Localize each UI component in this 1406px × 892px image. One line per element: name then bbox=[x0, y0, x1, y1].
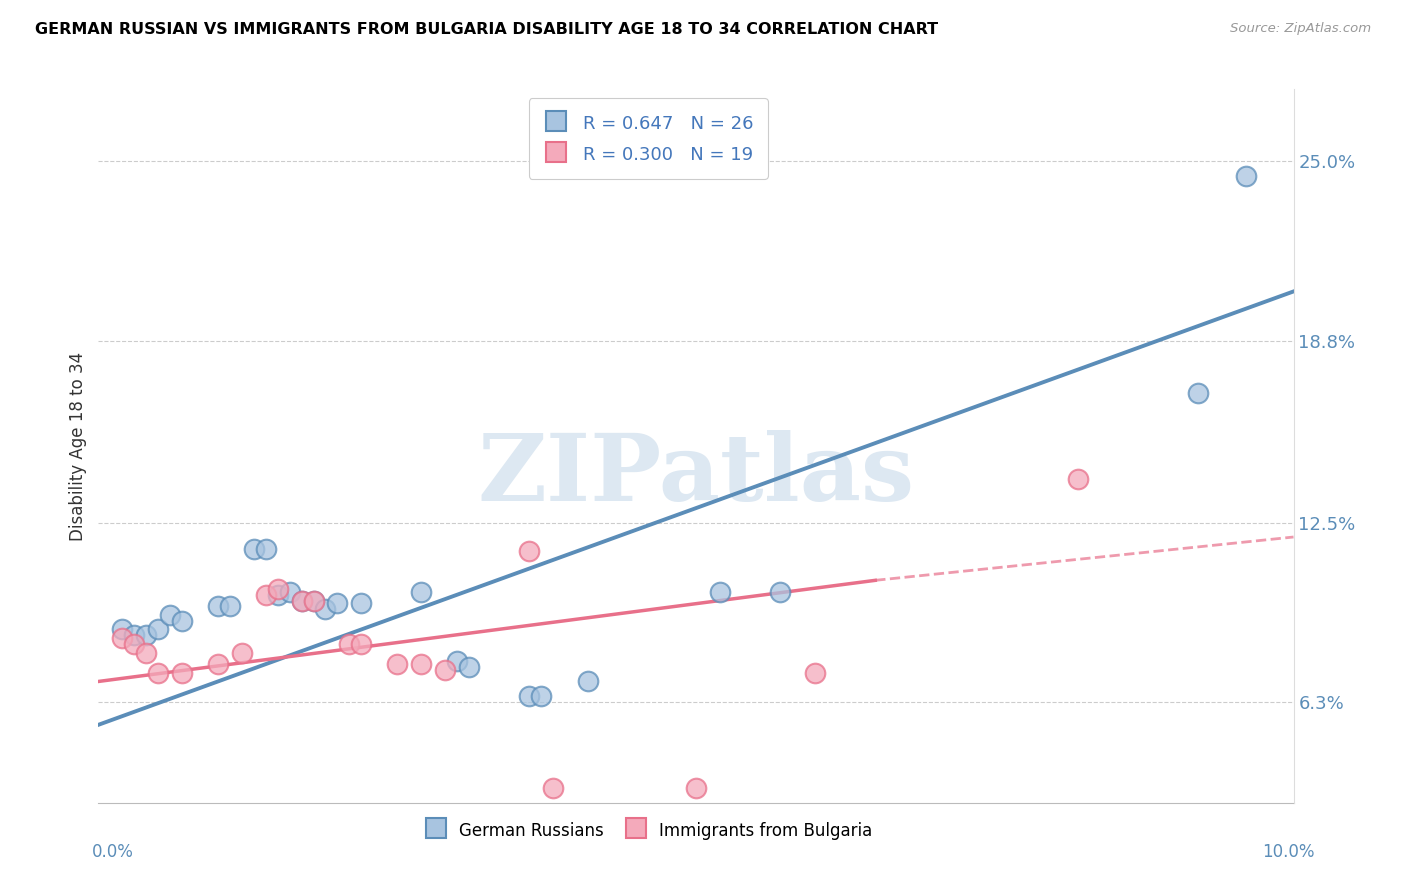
Point bbox=[350, 597, 373, 611]
Text: 10.0%: 10.0% bbox=[1263, 843, 1315, 861]
Point bbox=[517, 689, 540, 703]
Point bbox=[458, 660, 481, 674]
Point bbox=[302, 593, 325, 607]
Point bbox=[219, 599, 242, 614]
Point bbox=[350, 637, 373, 651]
Point bbox=[411, 585, 433, 599]
Point bbox=[578, 674, 600, 689]
Point bbox=[172, 665, 194, 680]
Point bbox=[135, 646, 157, 660]
Point bbox=[207, 657, 229, 672]
Point bbox=[530, 689, 553, 703]
Point bbox=[1187, 385, 1209, 400]
Point bbox=[267, 582, 290, 596]
Point bbox=[111, 623, 134, 637]
Point bbox=[1067, 472, 1090, 486]
Point bbox=[709, 585, 731, 599]
Point bbox=[1234, 169, 1257, 183]
Point bbox=[326, 597, 349, 611]
Point bbox=[517, 544, 540, 558]
Legend: German Russians, Immigrants from Bulgaria: German Russians, Immigrants from Bulgari… bbox=[416, 812, 880, 848]
Point bbox=[172, 614, 194, 628]
Point bbox=[278, 585, 301, 599]
Point bbox=[135, 628, 157, 642]
Point bbox=[254, 588, 277, 602]
Point bbox=[339, 637, 361, 651]
Point bbox=[291, 593, 314, 607]
Point bbox=[446, 654, 468, 668]
Text: 0.0%: 0.0% bbox=[91, 843, 134, 861]
Point bbox=[231, 646, 253, 660]
Point bbox=[541, 781, 564, 796]
Text: GERMAN RUSSIAN VS IMMIGRANTS FROM BULGARIA DISABILITY AGE 18 TO 34 CORRELATION C: GERMAN RUSSIAN VS IMMIGRANTS FROM BULGAR… bbox=[35, 22, 938, 37]
Point bbox=[769, 585, 792, 599]
Point bbox=[291, 593, 314, 607]
Point bbox=[804, 665, 827, 680]
Point bbox=[159, 607, 181, 622]
Point bbox=[315, 602, 337, 616]
Point bbox=[207, 599, 229, 614]
Y-axis label: Disability Age 18 to 34: Disability Age 18 to 34 bbox=[69, 351, 87, 541]
Point bbox=[385, 657, 409, 672]
Point bbox=[111, 631, 134, 645]
Point bbox=[411, 657, 433, 672]
Text: Source: ZipAtlas.com: Source: ZipAtlas.com bbox=[1230, 22, 1371, 36]
Point bbox=[434, 663, 457, 677]
Point bbox=[124, 637, 146, 651]
Point bbox=[243, 541, 266, 556]
Point bbox=[302, 593, 325, 607]
Point bbox=[124, 628, 146, 642]
Point bbox=[254, 541, 277, 556]
Point bbox=[148, 623, 170, 637]
Point bbox=[148, 665, 170, 680]
Point bbox=[685, 781, 707, 796]
Text: ZIPatlas: ZIPatlas bbox=[478, 430, 914, 519]
Point bbox=[267, 588, 290, 602]
